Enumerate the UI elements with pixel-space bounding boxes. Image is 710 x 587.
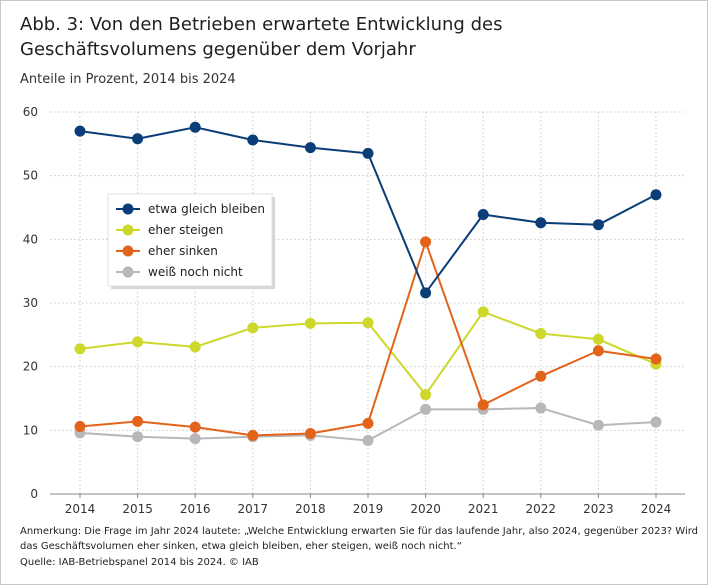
data-point [592, 345, 604, 357]
data-point [535, 370, 547, 382]
data-point [592, 419, 604, 431]
data-point [304, 142, 316, 154]
x-tick-label: 2024 [641, 502, 672, 516]
data-point [362, 317, 374, 329]
data-point [362, 417, 374, 429]
data-point [132, 415, 144, 427]
data-point [420, 403, 432, 415]
legend-swatch-marker [122, 245, 134, 257]
data-point [247, 134, 259, 146]
legend-label: weiß noch nicht [148, 265, 243, 279]
x-tick-label: 2015 [122, 502, 153, 516]
legend-label: etwa gleich bleiben [148, 202, 265, 216]
data-point [304, 428, 316, 440]
x-tick-label: 2023 [583, 502, 614, 516]
x-tick-label: 2018 [295, 502, 326, 516]
legend-swatch-marker [122, 203, 134, 215]
data-point [592, 219, 604, 231]
data-point [535, 328, 547, 340]
y-tick-label: 20 [23, 360, 38, 374]
y-tick-label: 10 [23, 423, 38, 437]
y-tick-label: 50 [23, 169, 38, 183]
data-point [132, 336, 144, 348]
x-tick-label: 2014 [65, 502, 96, 516]
data-point [650, 189, 662, 201]
y-tick-label: 60 [23, 105, 38, 119]
legend-label: eher steigen [148, 223, 223, 237]
data-point [477, 306, 489, 318]
data-point [247, 429, 259, 441]
chart-subtitle: Anteile in Prozent, 2014 bis 2024 [20, 72, 236, 87]
data-point [420, 236, 432, 248]
data-point [535, 217, 547, 229]
data-point [74, 125, 86, 137]
legend-swatch-marker [122, 266, 134, 278]
data-point [362, 147, 374, 159]
x-tick-label: 2021 [468, 502, 499, 516]
data-point [362, 435, 374, 447]
data-point [74, 343, 86, 355]
x-tick-label: 2016 [180, 502, 211, 516]
data-point [189, 341, 201, 353]
data-point [189, 121, 201, 133]
data-point [132, 133, 144, 145]
x-tick-label: 2017 [238, 502, 269, 516]
y-tick-label: 30 [23, 296, 38, 310]
y-tick-label: 40 [23, 232, 38, 246]
y-tick-label: 0 [30, 487, 38, 501]
data-point [477, 209, 489, 221]
chart-source: Quelle: IAB-Betriebspanel 2014 bis 2024.… [20, 557, 259, 568]
data-point [189, 421, 201, 433]
data-point [247, 322, 259, 334]
data-point [420, 389, 432, 401]
legend-swatch-marker [122, 224, 134, 236]
x-tick-label: 2022 [526, 502, 557, 516]
data-point [592, 333, 604, 345]
legend-label: eher sinken [148, 244, 218, 258]
data-point [304, 317, 316, 329]
x-tick-label: 2019 [353, 502, 384, 516]
data-point [535, 402, 547, 414]
data-point [477, 399, 489, 411]
x-tick-label: 2020 [410, 502, 441, 516]
data-point [420, 287, 432, 299]
chart-title: Abb. 3: Von den Betrieben erwartete Entw… [20, 14, 503, 60]
data-point [650, 353, 662, 365]
data-point [74, 421, 86, 433]
data-point [189, 433, 201, 445]
data-point [132, 431, 144, 443]
data-point [650, 416, 662, 428]
chart-note: Anmerkung: Die Frage im Jahr 2024 lautet… [20, 526, 699, 552]
